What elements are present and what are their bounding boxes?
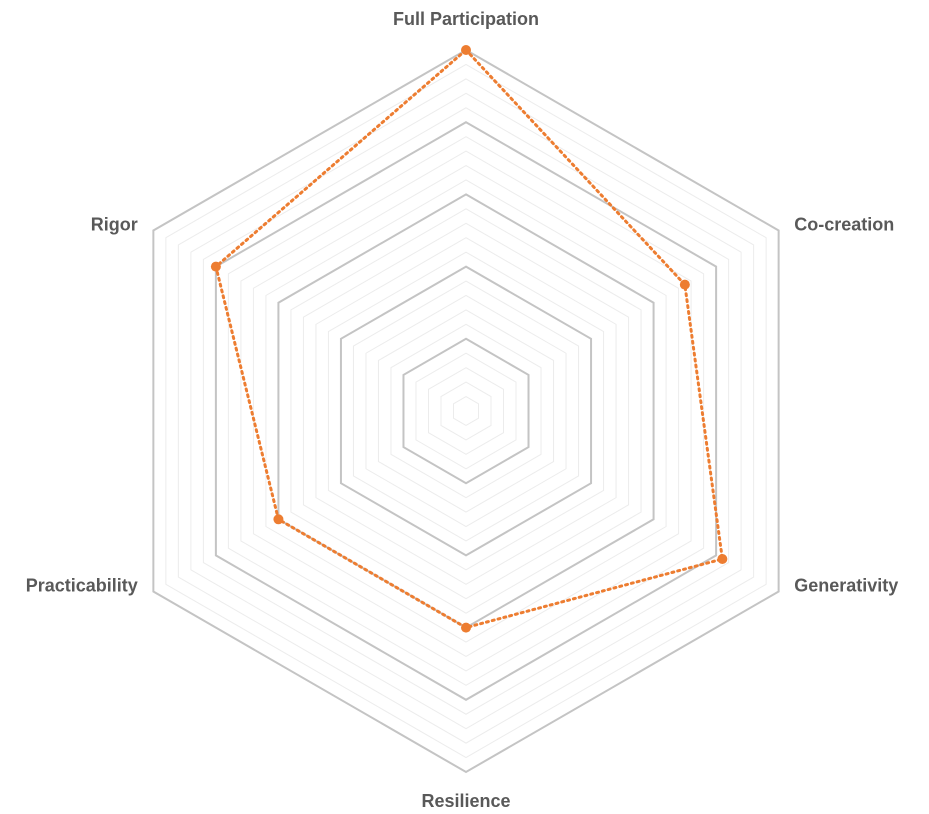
grid-ring xyxy=(152,48,780,774)
axis-label: Resilience xyxy=(421,791,510,811)
axis-label: Rigor xyxy=(91,214,138,234)
minor-grid-ring xyxy=(252,164,680,658)
minor-grid-ring xyxy=(302,222,630,600)
minor-grid-ring xyxy=(427,367,505,455)
data-point xyxy=(461,622,471,633)
data-point xyxy=(210,261,221,272)
minor-grid-ring xyxy=(190,92,742,730)
data-point xyxy=(273,514,284,525)
data-point xyxy=(717,554,728,565)
data-point xyxy=(679,279,690,290)
minor-grid-ring xyxy=(265,179,667,643)
minor-grid-ring xyxy=(452,395,480,427)
data-point xyxy=(461,45,471,55)
minor-grid-ring xyxy=(227,136,705,686)
minor-grid-ring xyxy=(240,150,692,672)
axis-label: Generativity xyxy=(794,575,898,595)
minor-grid-ring xyxy=(415,352,517,470)
minor-grid-ring xyxy=(440,381,492,441)
grid-ring xyxy=(402,337,530,485)
axis-label: Full Participation xyxy=(393,9,539,29)
grid-ring xyxy=(277,193,655,629)
minor-grid-ring xyxy=(377,309,555,513)
minor-grid-ring xyxy=(390,323,542,499)
minor-grid-ring xyxy=(177,78,755,744)
axis-label: Practicability xyxy=(26,575,138,595)
minor-grid-ring xyxy=(327,251,605,571)
minor-grid-ring xyxy=(352,280,580,542)
minor-grid-ring xyxy=(365,294,567,528)
grid-ring xyxy=(339,265,593,557)
axis-label: Co-creation xyxy=(794,214,894,234)
minor-grid-ring xyxy=(202,107,730,715)
minor-grid-ring xyxy=(165,63,767,759)
minor-grid-ring xyxy=(315,237,617,585)
minor-grid-ring xyxy=(290,208,642,614)
